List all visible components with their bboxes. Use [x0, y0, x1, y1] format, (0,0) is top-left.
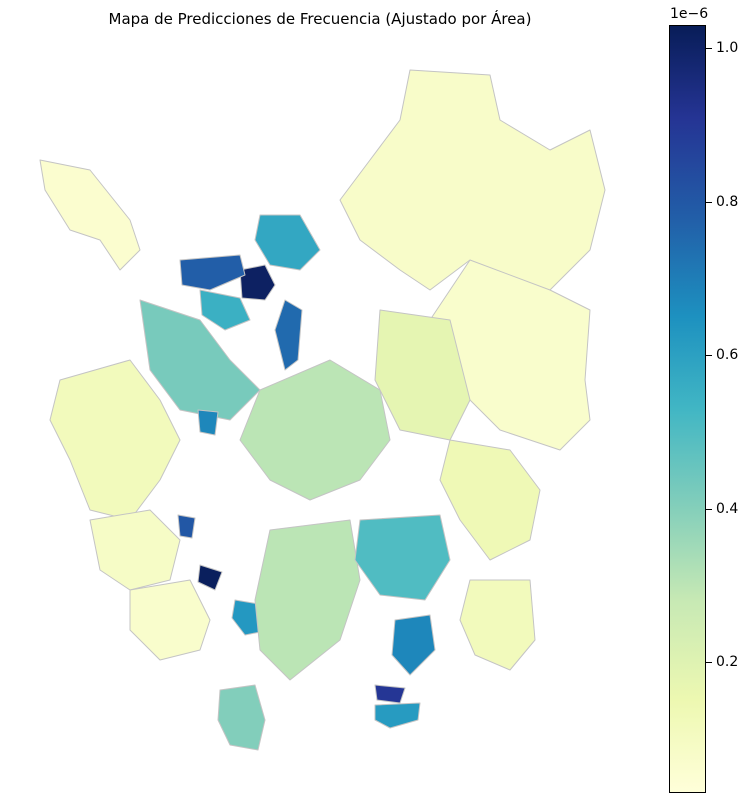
region-central-west — [139, 299, 261, 421]
region-south-central — [254, 519, 361, 681]
region-north-central-band — [179, 254, 246, 291]
colorbar-tick — [706, 48, 712, 50]
region-northwest-spur — [39, 159, 141, 271]
colorbar-tick-label: 0.4 — [716, 500, 739, 517]
region-west-lowlands — [49, 359, 181, 521]
colorbar-tick-label: 0.8 — [716, 193, 739, 210]
region-south-tip — [374, 702, 421, 729]
region-central — [239, 359, 391, 501]
region-north-central-top — [254, 214, 321, 271]
region-southwest-valley — [89, 509, 181, 591]
region-south-east-blue — [391, 614, 436, 676]
colorbar-tick — [706, 355, 712, 357]
region-south-west-tail — [129, 579, 211, 661]
colorbar — [669, 25, 706, 793]
region-central-west-dark — [197, 409, 219, 436]
region-north-central-hotspot — [239, 264, 276, 301]
colorbar-tick-label: 0.2 — [716, 654, 739, 671]
region-west-mid-dark — [177, 514, 196, 539]
colorbar-offset-label: 1e−6 — [670, 6, 709, 22]
region-north-west-cluster — [199, 289, 251, 331]
colorbar-tick — [706, 662, 712, 664]
choropleth-map — [39, 69, 606, 751]
region-east-south — [459, 579, 536, 671]
region-south-east-cluster — [354, 514, 451, 601]
colorbar-tick — [706, 508, 712, 510]
colorbar-tick-label: 0.6 — [716, 347, 739, 364]
region-south-left-tail — [217, 684, 266, 751]
colorbar-tick-label: 1.0 — [716, 40, 739, 57]
colorbar-tick — [706, 201, 712, 203]
region-southwest-hotspot — [197, 564, 223, 591]
region-east-central — [439, 439, 541, 561]
region-north-central-east — [274, 299, 303, 371]
region-northeast-highlands — [339, 69, 606, 291]
region-southeast-hotspot — [374, 684, 406, 704]
chart-title: Mapa de Predicciones de Frecuencia (Ajus… — [108, 10, 532, 28]
